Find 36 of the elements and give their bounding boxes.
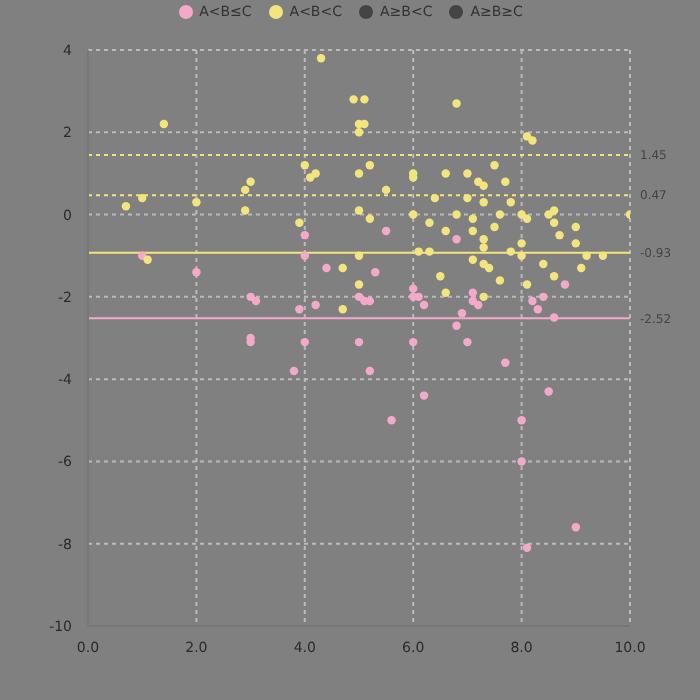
- point: [408, 337, 418, 347]
- point: [539, 292, 548, 302]
- point: [549, 313, 559, 322]
- point: [463, 337, 472, 347]
- point: [300, 251, 310, 260]
- point: [419, 300, 429, 310]
- point: [365, 366, 375, 376]
- point: [300, 230, 310, 240]
- point: [544, 387, 553, 396]
- point: [533, 304, 543, 314]
- point: [354, 337, 364, 347]
- point: [387, 416, 396, 425]
- point: [452, 235, 461, 244]
- point: [571, 523, 581, 532]
- point: [517, 457, 526, 466]
- point: [468, 296, 478, 306]
- point: [381, 226, 391, 236]
- point: [408, 284, 418, 293]
- point: [457, 309, 467, 318]
- point: [501, 358, 510, 367]
- point: [295, 304, 304, 314]
- point: [560, 280, 570, 289]
- point: [311, 300, 320, 310]
- point: [452, 321, 461, 330]
- point: [371, 267, 380, 277]
- point: [522, 543, 532, 553]
- point: [322, 263, 331, 273]
- point: [528, 296, 537, 306]
- point: [251, 296, 261, 306]
- point: [419, 391, 429, 400]
- point: [246, 292, 255, 302]
- point: [517, 416, 526, 425]
- point: [192, 267, 201, 277]
- point: [300, 337, 310, 347]
- point: [468, 288, 478, 297]
- point: [289, 366, 299, 376]
